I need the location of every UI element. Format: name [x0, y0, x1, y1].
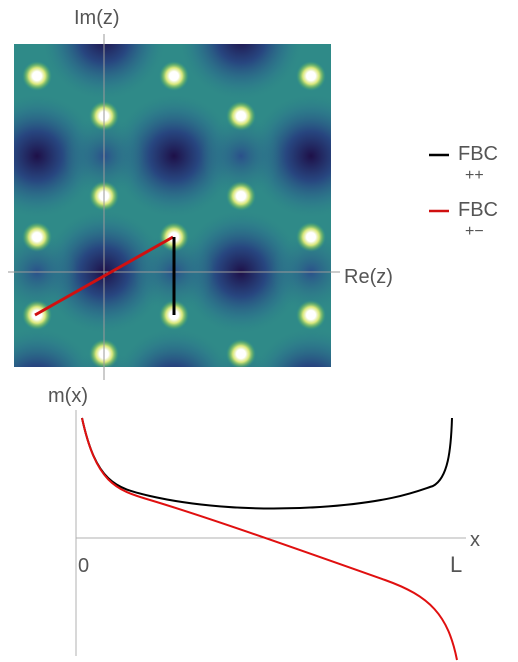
heatmap	[14, 44, 331, 367]
heatmap-minimum	[14, 328, 95, 367]
heatmap-minimum	[112, 94, 236, 218]
fbc-plus-minus-path	[34, 235, 174, 317]
heatmap-minimum	[14, 94, 99, 218]
mx-x-axis-label: x	[470, 529, 480, 551]
legend-sublabel-fbc-plus-minus: +−	[465, 223, 484, 240]
heatmap-maximum	[226, 181, 256, 211]
fbc-plus-minus-curve	[81, 417, 458, 661]
heatmap-maximum	[296, 300, 326, 330]
heatmap-maximum	[159, 61, 189, 91]
im-axis-label: Im(z)	[74, 7, 120, 29]
heatmap-minimum	[179, 44, 303, 100]
legend-label-fbc-plus-plus: FBC	[458, 143, 498, 165]
mx-x-tick-L: L	[450, 552, 462, 577]
mx-plot: m(x) x 0 L	[48, 385, 480, 661]
heatmap-maximum	[226, 101, 256, 131]
heatmap-maximum	[22, 61, 52, 91]
heatmap-minima	[14, 44, 331, 367]
heatmap-saddle	[201, 116, 281, 196]
heatmap-minimum	[253, 328, 331, 367]
legend-sublabel-fbc-plus-plus: ++	[465, 167, 484, 184]
heatmap-maximum	[22, 222, 52, 252]
heatmap-maximum	[296, 222, 326, 252]
heatmap-minimum	[116, 328, 232, 367]
heatmap-minimum	[249, 94, 331, 218]
heatmap-maximum	[296, 61, 326, 91]
legend: FBC ++ FBC +−	[429, 143, 498, 240]
fbc-plus-plus-curve	[81, 417, 453, 510]
mx-y-axis-label: m(x)	[48, 385, 88, 407]
mx-x-tick-0: 0	[78, 555, 89, 577]
heatmap-maxima	[22, 61, 326, 367]
heatmap-maximum	[226, 339, 256, 367]
complex-plane-plot: Im(z) Re(z)	[8, 7, 393, 380]
legend-label-fbc-plus-minus: FBC	[458, 199, 498, 221]
re-axis-label: Re(z)	[344, 266, 393, 288]
